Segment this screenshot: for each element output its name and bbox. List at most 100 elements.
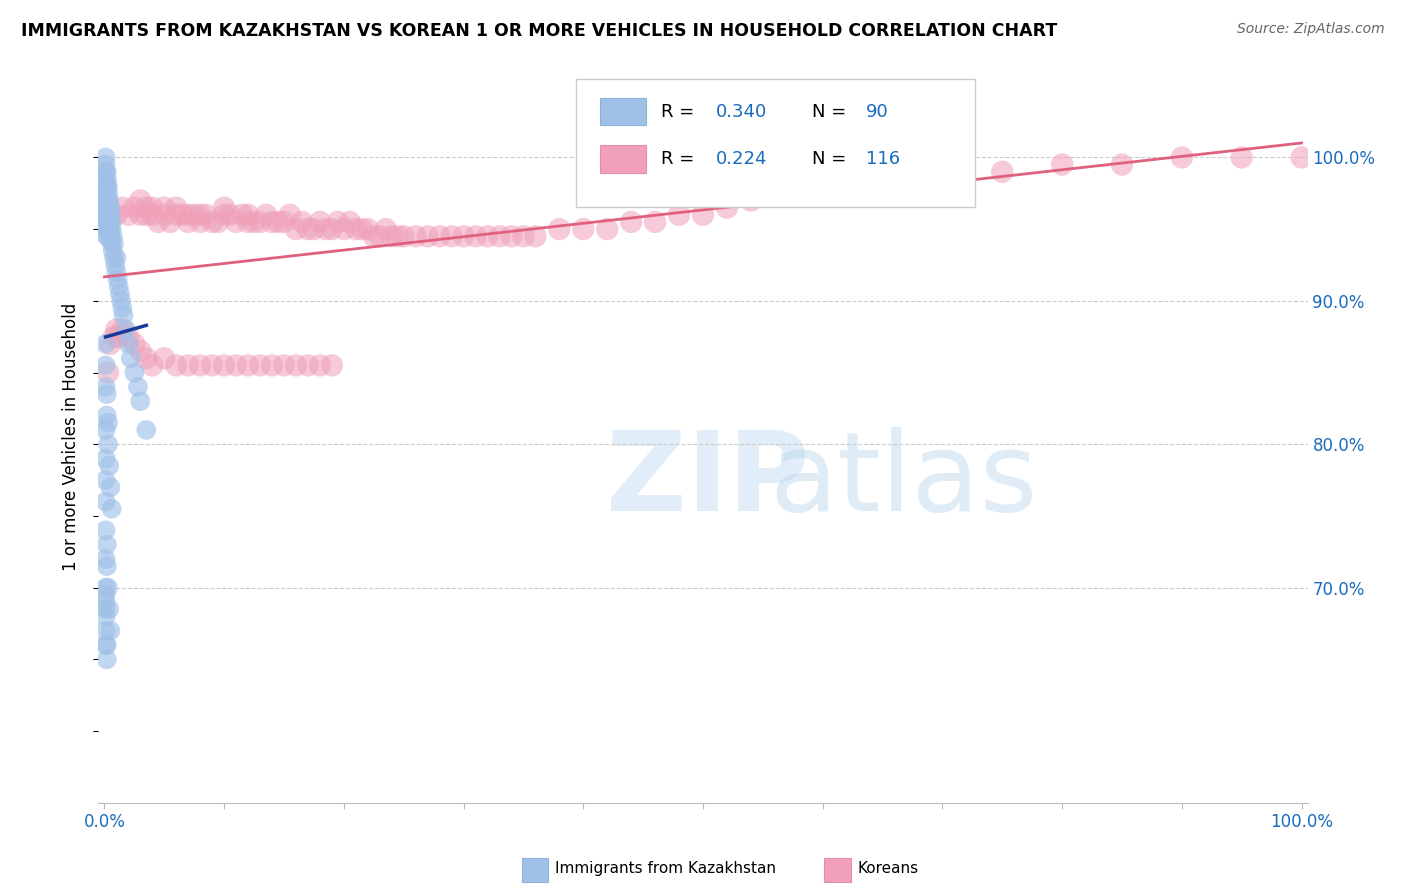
- Point: [440, 229, 463, 244]
- Point: [94, 165, 117, 179]
- Bar: [824, 858, 851, 882]
- Point: [97, 416, 120, 430]
- Point: [141, 359, 163, 373]
- Point: [333, 222, 356, 236]
- Point: [94, 638, 117, 652]
- Point: [620, 215, 643, 229]
- Point: [96, 201, 118, 215]
- Point: [100, 208, 122, 222]
- Point: [94, 359, 117, 373]
- Point: [572, 222, 595, 236]
- Point: [105, 251, 128, 265]
- Point: [596, 222, 619, 236]
- Point: [225, 215, 247, 229]
- Point: [117, 336, 139, 351]
- Point: [464, 229, 486, 244]
- Point: [97, 222, 120, 236]
- Point: [188, 208, 211, 222]
- Point: [477, 229, 499, 244]
- Point: [153, 351, 176, 366]
- Point: [97, 186, 120, 201]
- Point: [110, 293, 132, 308]
- Point: [302, 222, 325, 236]
- Point: [103, 329, 125, 343]
- Point: [94, 581, 117, 595]
- Point: [107, 272, 129, 286]
- Text: Koreans: Koreans: [858, 861, 920, 876]
- Text: 116: 116: [866, 150, 900, 168]
- Point: [112, 308, 135, 322]
- Point: [159, 215, 181, 229]
- Point: [97, 437, 120, 451]
- Point: [1230, 150, 1253, 164]
- Point: [104, 258, 127, 272]
- Y-axis label: 1 or more Vehicles in Household: 1 or more Vehicles in Household: [62, 303, 80, 571]
- Point: [135, 351, 157, 366]
- Point: [96, 638, 118, 652]
- Point: [94, 602, 117, 616]
- Point: [96, 538, 118, 552]
- Point: [811, 186, 834, 201]
- Point: [267, 215, 290, 229]
- Point: [98, 194, 121, 208]
- Point: [405, 229, 427, 244]
- Point: [129, 344, 152, 359]
- Point: [392, 229, 415, 244]
- Point: [309, 359, 332, 373]
- Point: [297, 222, 319, 236]
- Text: R =: R =: [661, 103, 700, 120]
- Point: [100, 215, 122, 229]
- Point: [291, 215, 314, 229]
- Point: [94, 158, 117, 172]
- Point: [101, 229, 124, 244]
- Text: IMMIGRANTS FROM KAZAKHSTAN VS KOREAN 1 OR MORE VEHICLES IN HOUSEHOLD CORRELATION: IMMIGRANTS FROM KAZAKHSTAN VS KOREAN 1 O…: [21, 22, 1057, 40]
- Point: [644, 215, 666, 229]
- Point: [429, 229, 451, 244]
- Point: [129, 394, 152, 409]
- Point: [135, 201, 157, 215]
- Point: [416, 229, 439, 244]
- Point: [96, 194, 118, 208]
- Point: [96, 179, 118, 194]
- Point: [96, 387, 118, 401]
- Point: [188, 215, 211, 229]
- Point: [124, 366, 146, 380]
- Point: [94, 524, 117, 538]
- Point: [177, 359, 200, 373]
- Point: [105, 322, 128, 336]
- Point: [387, 229, 409, 244]
- Point: [321, 359, 343, 373]
- Point: [94, 150, 117, 164]
- Point: [374, 222, 396, 236]
- Point: [97, 229, 120, 244]
- Point: [100, 336, 122, 351]
- Point: [321, 222, 343, 236]
- Point: [96, 559, 118, 574]
- Point: [127, 380, 149, 394]
- Text: N =: N =: [811, 103, 852, 120]
- Point: [111, 322, 134, 336]
- Point: [153, 208, 176, 222]
- Point: [94, 588, 117, 602]
- Point: [94, 494, 117, 508]
- Point: [96, 165, 118, 179]
- Point: [236, 359, 259, 373]
- Point: [100, 624, 122, 638]
- Text: R =: R =: [661, 150, 700, 168]
- Point: [98, 458, 121, 473]
- Point: [165, 359, 187, 373]
- Point: [309, 215, 332, 229]
- Point: [787, 186, 810, 201]
- Point: [105, 265, 128, 279]
- Point: [115, 322, 138, 336]
- Point: [96, 208, 118, 222]
- Point: [284, 359, 307, 373]
- Point: [172, 208, 194, 222]
- Point: [96, 186, 118, 201]
- Point: [488, 229, 510, 244]
- Point: [219, 208, 242, 222]
- Point: [363, 229, 385, 244]
- Point: [177, 208, 200, 222]
- Point: [111, 301, 134, 315]
- Point: [225, 359, 247, 373]
